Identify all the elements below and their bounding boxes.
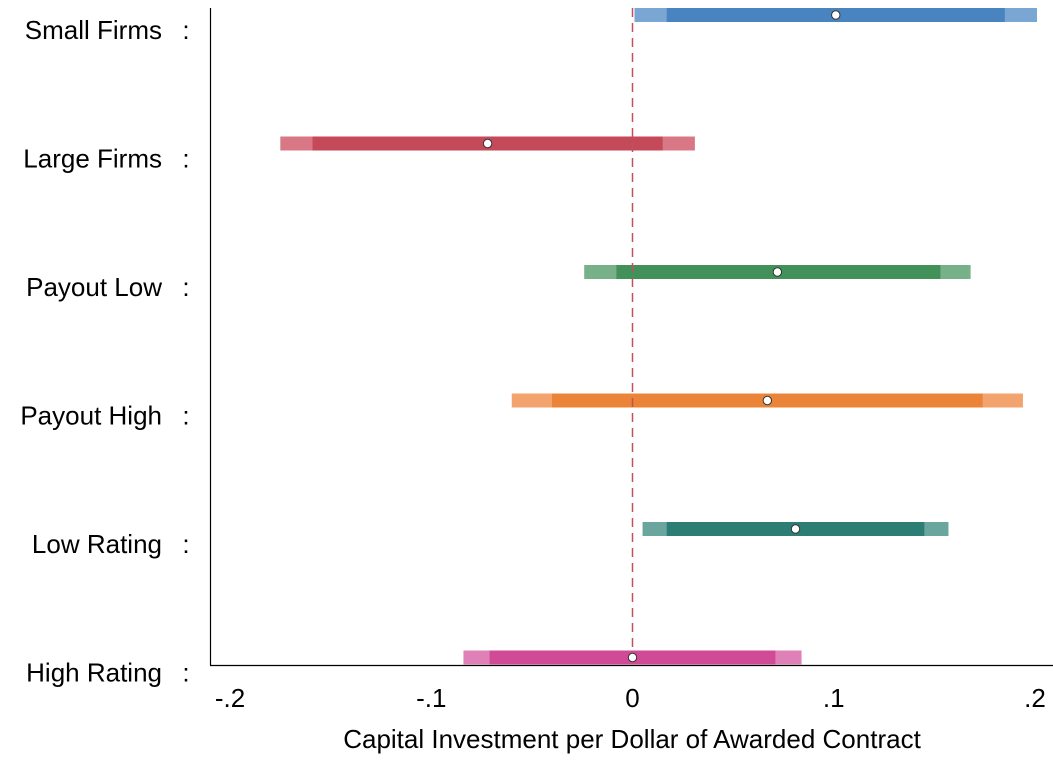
point-estimate-small-firms: [831, 10, 841, 20]
category-separator: :: [182, 529, 189, 559]
x-tick-label: -.2: [215, 683, 245, 713]
point-estimate-high-rating: [627, 652, 638, 663]
x-tick-label: .2: [1024, 683, 1046, 713]
x-tick-label: 0: [625, 683, 639, 713]
point-estimate-payout-high: [762, 395, 773, 406]
ci-bars-group: [280, 8, 1038, 665]
category-separator: :: [182, 272, 189, 302]
axes-group: [209, 8, 1053, 667]
category-labels-group: Small Firms: Large Firms: Payout Low: Payou…: [20, 15, 189, 688]
category-label-payout-high: Payout High: [20, 401, 162, 431]
category-label-large-firms: Large Firms: [23, 144, 162, 174]
point-estimate-low-rating: [790, 524, 801, 534]
category-separator: :: [182, 15, 189, 45]
x-axis-title: Capital Investment per Dollar of Awarded…: [343, 724, 921, 754]
category-label-high-rating: High Rating: [26, 658, 162, 688]
category-label-small-firms: Small Firms: [25, 15, 162, 45]
x-tick-labels-group: -.2 -.1 0 .1 .2: [215, 683, 1046, 713]
x-tick-label: -.1: [416, 683, 446, 713]
x-tick-label: .1: [823, 683, 845, 713]
category-separator: :: [182, 144, 189, 174]
category-separator: :: [182, 658, 189, 688]
category-label-low-rating: Low Rating: [32, 529, 162, 559]
point-estimates-group: [482, 10, 841, 663]
point-estimate-payout-low: [772, 267, 783, 277]
category-separator: :: [182, 401, 189, 431]
category-label-payout-low: Payout Low: [26, 272, 162, 302]
point-estimate-large-firms: [482, 138, 493, 149]
